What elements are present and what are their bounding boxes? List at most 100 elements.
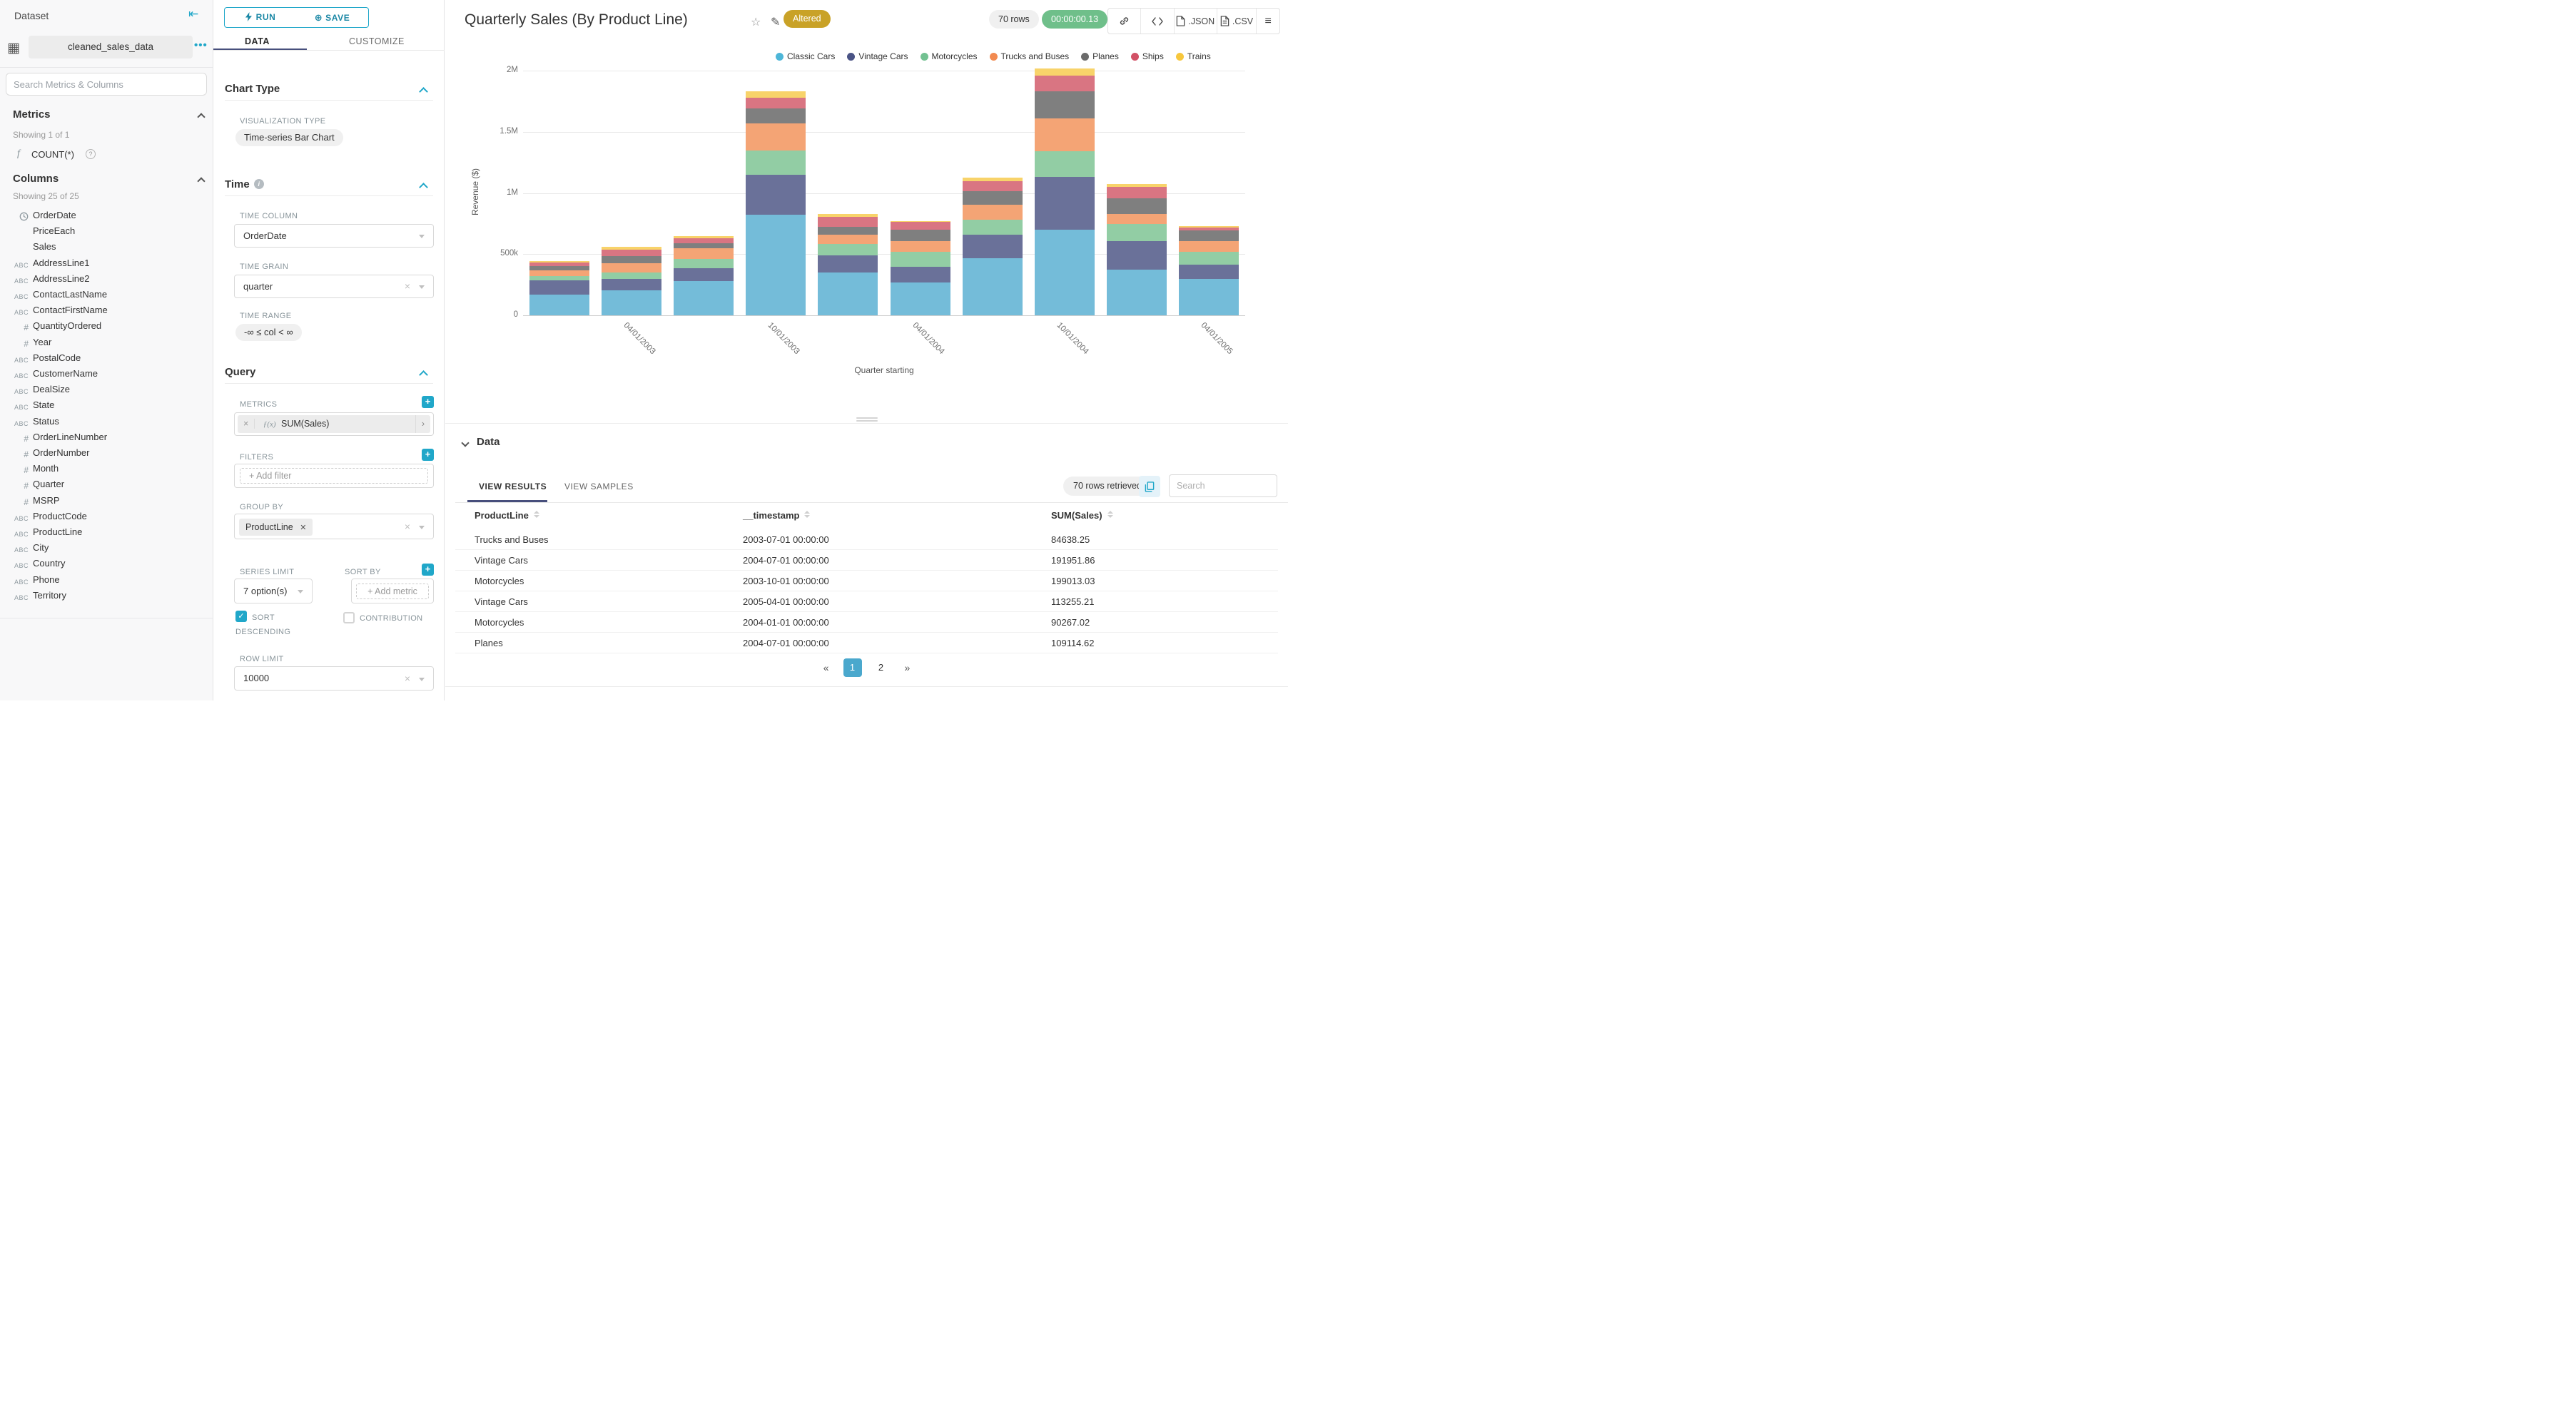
bar-segment[interactable] xyxy=(1179,226,1239,228)
bar-segment[interactable] xyxy=(601,247,661,250)
column-list-item[interactable]: # Year xyxy=(0,335,213,351)
column-list-item[interactable]: # Quarter xyxy=(0,477,213,493)
bar-segment[interactable] xyxy=(1107,213,1167,225)
bar-segment[interactable] xyxy=(1179,265,1239,279)
sort-icon[interactable] xyxy=(804,511,811,518)
tab-customize[interactable]: CUSTOMIZE xyxy=(349,36,405,46)
bar-segment[interactable] xyxy=(1179,230,1239,241)
metric-field[interactable]: × ƒ(x) SUM(Sales) › xyxy=(234,412,434,436)
metrics-collapse-icon[interactable] xyxy=(197,113,206,121)
bar-segment[interactable] xyxy=(601,290,661,315)
bar-segment[interactable] xyxy=(818,216,878,227)
bar-segment[interactable] xyxy=(890,282,950,315)
chevron-down-icon[interactable] xyxy=(461,439,470,447)
search-metrics-columns-input[interactable] xyxy=(6,73,207,96)
bar-segment[interactable] xyxy=(962,178,1023,182)
menu-icon[interactable]: ≡ xyxy=(1264,14,1272,27)
chevron-up-icon[interactable] xyxy=(419,87,428,96)
export-json-button[interactable]: .JSON xyxy=(1175,9,1217,34)
export-csv-button[interactable]: .CSV xyxy=(1217,9,1257,34)
bar-segment[interactable] xyxy=(1035,91,1095,118)
bar-segment[interactable] xyxy=(890,251,950,268)
legend-item[interactable]: Motorcycles xyxy=(920,51,978,61)
bar-segment[interactable] xyxy=(818,226,878,235)
legend-item[interactable]: Vintage Cars xyxy=(847,51,908,61)
viz-type-value[interactable]: Time-series Bar Chart xyxy=(235,129,343,146)
bar-segment[interactable] xyxy=(1035,68,1095,76)
copy-link-button[interactable] xyxy=(1108,9,1142,34)
column-list-item[interactable]: ABC ContactFirstName xyxy=(0,303,213,319)
collapse-panel-icon[interactable]: ⇤ xyxy=(188,7,199,21)
bar-segment[interactable] xyxy=(890,229,950,242)
add-metric-button[interactable]: + xyxy=(422,396,434,408)
bar-segment[interactable] xyxy=(1035,151,1095,178)
bar-segment[interactable] xyxy=(890,241,950,252)
clear-icon[interactable]: × xyxy=(404,521,410,532)
bar-segment[interactable] xyxy=(674,243,734,249)
column-list-item[interactable]: # OrderNumber xyxy=(0,446,213,462)
row-limit-select[interactable]: 10000 × xyxy=(234,666,434,691)
column-list-item[interactable]: ABC Territory xyxy=(0,589,213,604)
table-header-__timestamp[interactable]: __timestamp xyxy=(743,510,811,521)
pagination-page-2[interactable]: 2 xyxy=(878,662,884,673)
bar-segment[interactable] xyxy=(962,191,1023,205)
bar-segment[interactable] xyxy=(674,236,734,238)
table-header-SUM(Sales)[interactable]: SUM(Sales) xyxy=(1051,510,1113,521)
contribution-checkbox[interactable] xyxy=(343,612,355,623)
results-search-input[interactable] xyxy=(1169,474,1277,497)
series-limit-select[interactable]: 7 option(s) xyxy=(234,579,313,603)
bar-segment[interactable] xyxy=(601,263,661,273)
bar-segment[interactable] xyxy=(890,267,950,283)
bar-segment[interactable] xyxy=(674,268,734,282)
pagination-prev[interactable]: « xyxy=(823,662,829,673)
bar-segment[interactable] xyxy=(601,278,661,290)
bar-segment[interactable] xyxy=(818,272,878,315)
bar-segment[interactable] xyxy=(529,295,589,315)
bar-segment[interactable] xyxy=(674,281,734,315)
run-button[interactable]: RUN xyxy=(224,7,297,28)
save-button[interactable]: ⊕ SAVE xyxy=(296,7,369,28)
legend-item[interactable]: Planes xyxy=(1081,51,1119,61)
bar-segment[interactable] xyxy=(1179,241,1239,253)
dataset-name[interactable]: cleaned_sales_data xyxy=(29,36,193,58)
column-list-item[interactable]: ABC CustomerName xyxy=(0,367,213,382)
add-filter-dropzone[interactable]: + Add filter xyxy=(240,468,428,484)
bar-segment[interactable] xyxy=(529,262,589,266)
column-list-item[interactable]: ABC PostalCode xyxy=(0,351,213,367)
column-list-item[interactable]: ABC ProductLine xyxy=(0,525,213,541)
bar-segment[interactable] xyxy=(890,222,950,230)
bar-segment[interactable] xyxy=(529,280,589,295)
bar-segment[interactable] xyxy=(746,215,806,315)
bar-segment[interactable] xyxy=(962,219,1023,235)
bar-segment[interactable] xyxy=(529,270,589,277)
bar-segment[interactable] xyxy=(1107,184,1167,187)
bar-segment[interactable] xyxy=(746,150,806,175)
bar-segment[interactable] xyxy=(601,272,661,279)
table-header-ProductLine[interactable]: ProductLine xyxy=(475,510,539,521)
copy-button[interactable] xyxy=(1139,476,1160,497)
chevron-up-icon[interactable] xyxy=(419,370,428,379)
column-list-item[interactable]: # Month xyxy=(0,462,213,477)
bar-segment[interactable] xyxy=(746,97,806,109)
metric-chip[interactable]: × ƒ(x) SUM(Sales) › xyxy=(238,415,430,433)
group-by-select[interactable]: ProductLine ✕ × xyxy=(234,514,434,539)
bar-segment[interactable] xyxy=(746,108,806,123)
bar-segment[interactable] xyxy=(962,235,1023,259)
resize-grip[interactable] xyxy=(856,417,878,419)
bar-segment[interactable] xyxy=(1035,118,1095,152)
embed-code-button[interactable] xyxy=(1141,9,1175,34)
tab-view-samples[interactable]: VIEW SAMPLES xyxy=(564,482,634,491)
metric-item[interactable]: COUNT(*) xyxy=(31,149,74,160)
pagination-next[interactable]: » xyxy=(904,662,911,673)
add-metric-dropzone[interactable]: + Add metric xyxy=(356,584,429,599)
bar-segment[interactable] xyxy=(746,174,806,215)
column-list-item[interactable]: PriceEach xyxy=(0,224,213,240)
time-column-select[interactable]: OrderDate xyxy=(234,224,434,248)
bar-segment[interactable] xyxy=(1107,198,1167,214)
group-by-chip[interactable]: ProductLine ✕ xyxy=(239,519,313,536)
legend-item[interactable]: Trains xyxy=(1175,51,1211,61)
column-list-item[interactable]: ABC AddressLine1 xyxy=(0,256,213,272)
sort-descending-checkbox[interactable]: ✓ xyxy=(235,611,247,622)
bar-segment[interactable] xyxy=(746,123,806,151)
bar-segment[interactable] xyxy=(529,265,589,270)
